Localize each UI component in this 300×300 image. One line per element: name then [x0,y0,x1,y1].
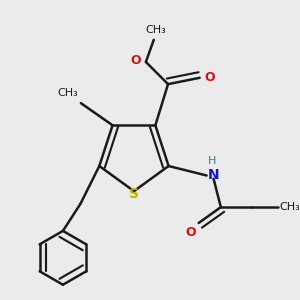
Text: CH₃: CH₃ [145,25,166,35]
Text: O: O [204,71,215,84]
Text: O: O [185,226,196,239]
Text: N: N [208,169,220,182]
Text: CH₃: CH₃ [57,88,78,98]
Text: H: H [208,156,217,166]
Text: S: S [129,187,139,201]
Text: CH₃: CH₃ [279,202,300,212]
Text: O: O [130,54,141,67]
